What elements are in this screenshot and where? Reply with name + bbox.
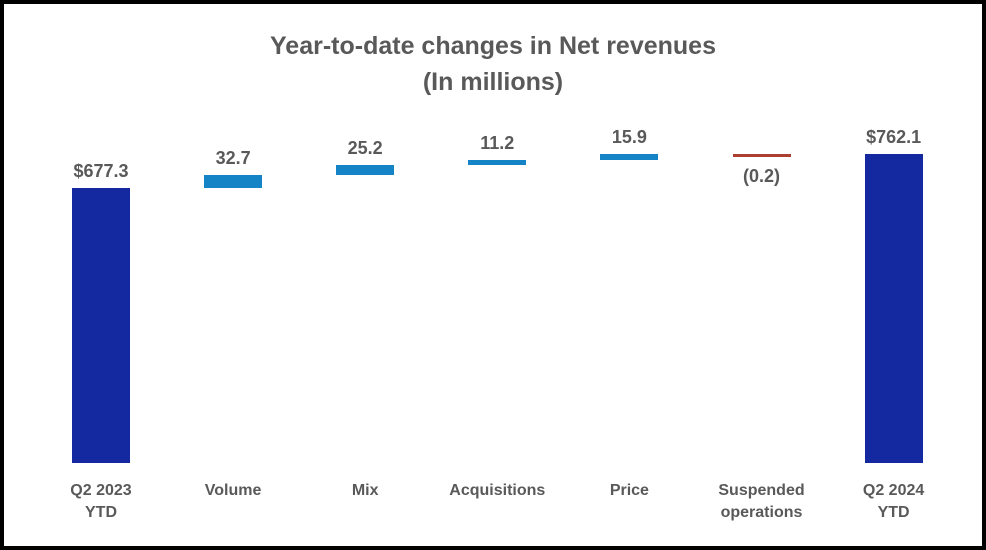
value-label-q2-2023-ytd: $677.3 [73,161,129,182]
waterfall-chart: $677.3 Q2 2023 YTD 32.7 Volume 25.2 Mix 11.2 Acq… [4,4,982,546]
value-label-acquisitions: 11.2 [480,133,515,154]
category-label-line: YTD [85,504,117,521]
category-label-line: Acquisitions [449,482,546,499]
category-label-line: Q2 2023 [70,482,132,499]
value-label-price: 15.9 [611,126,647,147]
value-label-suspended-operations: (0.2) [742,165,780,186]
category-label-line: Volume [204,482,262,499]
bar-mix [336,164,395,175]
category-label-q2-2023-ytd: Q2 2023 YTD [31,480,171,524]
chart-title: Year-to-date changes in Net revenues (In… [4,28,982,100]
bar-volume [204,174,263,189]
bar-price [600,153,659,161]
category-label-line: Price [609,482,649,499]
chart-title-line2: (In millions) [422,68,564,96]
bar-suspended-operations [732,153,791,157]
category-label-line: Q2 2024 [862,482,925,499]
bar-q2-2024-ytd [864,153,923,463]
category-label-line: YTD [877,504,910,521]
value-label-q2-2024-ytd: $762.1 [866,126,922,147]
value-label-volume: 32.7 [215,147,251,168]
category-label-q2-2024-ytd: Q2 2024 YTD [824,480,964,524]
bar-acquisitions [468,160,527,165]
category-label-line: operations [720,504,803,521]
category-label-line: Mix [351,482,379,499]
category-label-suspended-operations: Suspended operations [692,480,832,524]
chart-title-line1: Year-to-date changes in Net revenues [270,32,716,60]
bar-q2-2023-ytd [72,188,130,463]
category-label-line: Suspended [718,482,805,499]
category-label-acquisitions: Acquisitions [427,480,567,502]
value-label-mix: 25.2 [347,137,383,158]
category-label-price: Price [559,480,699,502]
category-label-mix: Mix [295,480,435,502]
category-label-volume: Volume [163,480,303,502]
